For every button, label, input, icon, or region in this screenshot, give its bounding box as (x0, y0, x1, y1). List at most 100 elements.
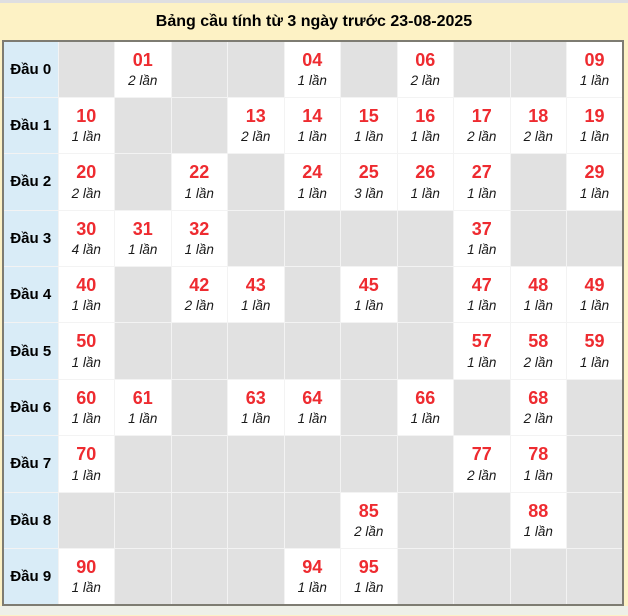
number-cell: 77 2 lần (453, 435, 511, 493)
times-label: 1 lần (579, 354, 610, 370)
times-label: 1 lần (71, 467, 101, 483)
number-cell: 32 1 lần (170, 209, 228, 268)
bottom-strip (0, 606, 628, 615)
number-value: 66 (415, 387, 436, 408)
times-label: 1 lần (71, 411, 101, 427)
row-label: Đầu 3 (2, 209, 59, 268)
number-cell: 68 2 lần (509, 378, 567, 437)
empty-cell (566, 548, 624, 606)
row-label: Đầu 4 (2, 266, 59, 324)
number-value: 60 (76, 387, 97, 408)
number-value: 90 (76, 556, 97, 577)
empty-cell (453, 40, 511, 98)
number-value: 40 (76, 274, 97, 295)
times-label: 4 lần (71, 241, 101, 257)
table-row: Đầu 3 30 4 lần 31 1 lần 32 1 lần 37 1 lần (2, 209, 624, 268)
times-label: 1 lần (71, 354, 101, 370)
times-label: 2 lần (467, 129, 497, 145)
empty-cell (340, 378, 398, 437)
empty-cell (283, 209, 341, 268)
number-value: 48 (528, 274, 549, 295)
number-cell: 29 1 lần (566, 153, 624, 211)
number-value: 95 (358, 556, 379, 577)
number-cell: 37 1 lần (453, 209, 511, 268)
empty-cell (170, 322, 228, 380)
empty-cell (227, 153, 285, 211)
empty-cell (227, 548, 285, 606)
empty-cell (566, 435, 624, 493)
times-label: 1 lần (410, 129, 440, 145)
number-value: 01 (132, 49, 153, 70)
times-label: 1 lần (354, 298, 384, 314)
number-cell: 48 1 lần (509, 266, 567, 324)
number-cell: 04 1 lần (283, 40, 341, 98)
row-label: Đầu 6 (2, 378, 59, 437)
empty-cell (453, 378, 511, 437)
number-cell: 47 1 lần (453, 266, 511, 324)
times-label: 1 lần (354, 580, 384, 596)
number-cell: 09 1 lần (566, 40, 624, 98)
number-cell: 90 1 lần (57, 548, 115, 606)
empty-cell (227, 40, 285, 98)
times-label: 1 lần (241, 298, 271, 314)
number-value: 94 (302, 556, 323, 577)
times-label: 1 lần (523, 467, 553, 483)
number-cell: 19 1 lần (566, 96, 624, 155)
times-label: 1 lần (467, 354, 497, 370)
times-label: 1 lần (297, 411, 327, 427)
times-label: 1 lần (410, 185, 440, 201)
number-cell: 50 1 lần (57, 322, 115, 380)
empty-cell (114, 435, 172, 493)
times-label: 1 lần (579, 185, 610, 201)
number-cell: 45 1 lần (340, 266, 398, 324)
title-bar: Bảng cầu tính từ 3 ngày trước 23-08-2025 (0, 3, 628, 40)
number-cell: 61 1 lần (114, 378, 172, 437)
row-label: Đầu 0 (2, 40, 59, 98)
empty-cell (57, 40, 115, 98)
times-label: 2 lần (128, 73, 158, 89)
cau-table-body: Đầu 0 01 2 lần 04 1 lần 06 2 lần 09 1 lần Đầu 1 10… (2, 40, 624, 606)
number-cell: 57 1 lần (453, 322, 511, 380)
times-label: 1 lần (297, 580, 327, 596)
times-label: 1 lần (523, 523, 553, 539)
number-value: 29 (584, 162, 605, 183)
times-label: 1 lần (523, 298, 553, 314)
number-value: 10 (76, 105, 97, 126)
number-value: 68 (528, 387, 549, 408)
empty-cell (114, 96, 172, 155)
number-cell: 06 2 lần (396, 40, 454, 98)
number-cell: 40 1 lần (57, 266, 115, 324)
empty-cell (453, 548, 511, 606)
times-label: 1 lần (297, 129, 327, 145)
table-row: Đầu 5 50 1 lần 57 1 lần 58 2 lần 59 1 lần (2, 322, 624, 380)
number-value: 30 (76, 218, 97, 239)
times-label: 1 lần (71, 580, 101, 596)
times-label: 1 lần (467, 298, 497, 314)
number-value: 45 (358, 274, 379, 295)
number-cell: 95 1 lần (340, 548, 398, 606)
times-label: 1 lần (579, 73, 610, 89)
row-label: Đầu 2 (2, 153, 59, 211)
number-value: 22 (189, 162, 210, 183)
times-label: 2 lần (523, 354, 553, 370)
table-row: Đầu 0 01 2 lần 04 1 lần 06 2 lần 09 1 lần (2, 40, 624, 98)
empty-cell (227, 435, 285, 493)
number-cell: 58 2 lần (509, 322, 567, 380)
number-value: 09 (584, 49, 605, 70)
times-label: 1 lần (128, 411, 158, 427)
number-value: 78 (528, 444, 549, 465)
number-value: 85 (358, 500, 379, 521)
number-value: 77 (471, 444, 492, 465)
empty-cell (283, 266, 341, 324)
times-label: 1 lần (467, 185, 497, 201)
row-label: Đầu 1 (2, 96, 59, 155)
number-cell: 49 1 lần (566, 266, 624, 324)
number-value: 13 (245, 105, 266, 126)
times-label: 1 lần (184, 185, 214, 201)
number-cell: 24 1 lần (283, 153, 341, 211)
times-label: 1 lần (297, 73, 327, 89)
empty-cell (396, 491, 454, 550)
page-title: Bảng cầu tính từ 3 ngày trước 23-08-2025 (155, 12, 473, 30)
empty-cell (114, 153, 172, 211)
number-value: 43 (245, 274, 266, 295)
